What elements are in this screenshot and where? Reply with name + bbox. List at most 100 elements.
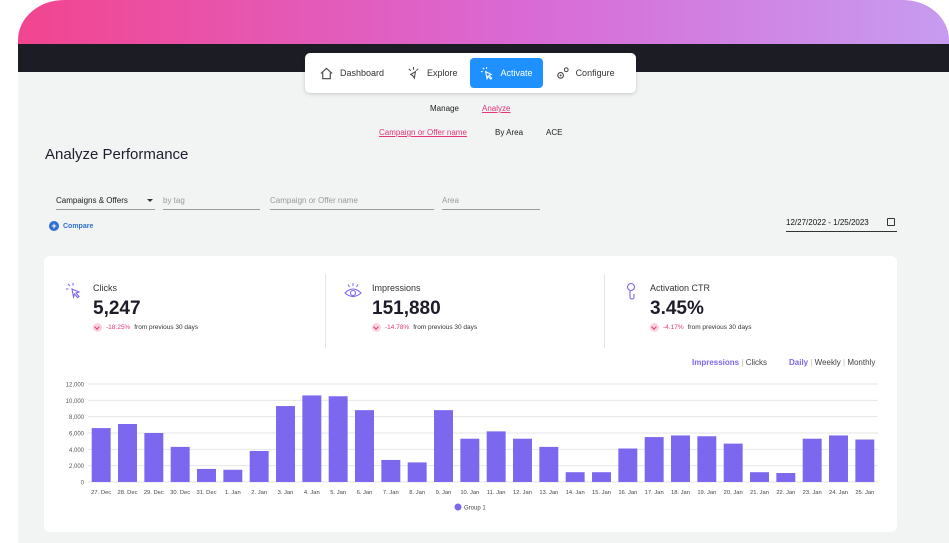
compare-button[interactable]: + Compare: [49, 221, 93, 231]
tab-by-area[interactable]: By Area: [495, 128, 524, 137]
toggle-clicks[interactable]: Clicks: [745, 358, 768, 367]
x-tick-label: 30. Dec: [170, 490, 190, 496]
area-input-placeholder: Area: [442, 196, 459, 205]
x-tick-label: 6. Jan: [357, 490, 373, 496]
x-tick-label: 11. Jan: [487, 490, 506, 496]
date-range-picker[interactable]: 12/27/2022 - 1/25/2023: [786, 216, 897, 232]
kpi-clicks-delta-suffix: from previous 30 days: [134, 324, 199, 331]
trend-down-icon: [650, 323, 659, 332]
x-tick-label: 13. Jan: [539, 490, 558, 496]
y-tick-label: 4,000: [69, 448, 85, 454]
type-dropdown[interactable]: Campaigns & Offers: [56, 194, 155, 210]
trend-down-icon: [93, 323, 102, 332]
bar: [407, 462, 427, 482]
kpi-divider: [325, 274, 326, 348]
bar: [381, 459, 401, 482]
y-tick-label: 2,000: [69, 464, 85, 470]
x-tick-label: 19. Jan: [697, 490, 716, 496]
x-tick-label: 9. Jan: [436, 490, 452, 496]
chevron-down-icon: [147, 199, 153, 202]
bar: [802, 438, 822, 482]
x-tick-label: 12. Jan: [513, 490, 532, 496]
ctr-icon: [626, 282, 636, 300]
x-tick-label: 16. Jan: [618, 490, 637, 496]
page-title: Analyze Performance: [45, 146, 189, 163]
click-icon: [66, 283, 81, 300]
bar: [276, 406, 295, 482]
tab-ace[interactable]: ACE: [546, 128, 563, 137]
bar: [539, 446, 559, 482]
y-tick-label: 8,000: [69, 415, 85, 421]
y-tick-label: 10,000: [66, 399, 85, 405]
x-tick-label: 1. Jan: [225, 490, 241, 496]
activate-icon: [480, 66, 493, 80]
period-toggle: Daily | Weekly | Monthly: [789, 358, 875, 367]
campaign-name-input[interactable]: Campaign or Offer name: [270, 194, 434, 210]
y-tick-label: 12,000: [66, 383, 85, 389]
toggle-daily[interactable]: Daily: [789, 358, 809, 367]
bar: [697, 436, 717, 482]
kpi-impressions-delta: -14.78% from previous 30 days: [372, 323, 477, 332]
kpi-ctr-value: 3.45%: [650, 298, 704, 319]
bar: [750, 472, 769, 482]
legend-swatch: [454, 503, 462, 511]
area-input[interactable]: Area: [442, 194, 540, 210]
nav-dashboard[interactable]: Dashboard: [309, 58, 394, 88]
bar: [513, 438, 532, 482]
x-tick-label: 28. Dec: [118, 490, 138, 496]
bar: [302, 395, 322, 482]
bar: [118, 424, 137, 482]
kpi-clicks-delta: -18.25% from previous 30 days: [93, 323, 198, 332]
nav-explore[interactable]: Explore: [396, 58, 468, 88]
kpi-ctr-delta-pct: -4.17%: [663, 324, 684, 331]
kpi-clicks-label: Clicks: [93, 283, 117, 293]
x-tick-label: 8. Jan: [409, 490, 425, 496]
subnav-analyze[interactable]: Analyze: [482, 104, 511, 113]
x-tick-label: 24. Jan: [829, 490, 848, 496]
bar: [592, 472, 611, 482]
gear-icon: [556, 66, 569, 79]
nav-explore-label: Explore: [427, 68, 458, 78]
bar: [144, 433, 164, 482]
compare-label: Compare: [63, 222, 94, 230]
kpi-ctr-delta-suffix: from previous 30 days: [687, 324, 752, 331]
tag-input[interactable]: by tag: [163, 194, 260, 210]
tab-campaign[interactable]: Campaign or Offer name: [379, 128, 467, 137]
main-nav: Dashboard Explore Activate Configure: [305, 53, 636, 93]
bar: [776, 473, 796, 482]
kpi-impressions-label: Impressions: [372, 283, 421, 293]
performance-card: [44, 256, 897, 532]
x-tick-label: 23. Jan: [803, 490, 822, 496]
x-tick-label: 25. Jan: [855, 490, 874, 496]
kpi-impressions-delta-suffix: from previous 30 days: [413, 324, 478, 331]
bar: [829, 435, 848, 482]
bar: [618, 448, 638, 482]
x-tick-label: 15. Jan: [592, 490, 611, 496]
kpi-impressions-value: 151,880: [372, 298, 441, 319]
bar: [565, 472, 585, 482]
bar: [91, 428, 111, 482]
nav-activate[interactable]: Activate: [469, 58, 543, 88]
type-dropdown-value: Campaigns & Offers: [56, 196, 128, 205]
kpi-impressions-delta-pct: -14.78%: [385, 324, 410, 331]
bar: [723, 443, 743, 482]
x-tick-label: 20. Jan: [724, 490, 743, 496]
metric-toggle: Impressions | Clicks: [692, 358, 767, 367]
kpi-ctr-label: Activation CTR: [650, 283, 711, 293]
x-tick-label: 3. Jan: [278, 490, 294, 496]
explore-icon: [408, 66, 419, 80]
nav-configure[interactable]: Configure: [545, 58, 625, 88]
toggle-weekly[interactable]: Weekly: [814, 358, 841, 367]
subnav-manage[interactable]: Manage: [430, 104, 459, 113]
bar: [197, 468, 216, 482]
bar: [644, 437, 664, 482]
bar: [486, 431, 506, 482]
bar: [355, 410, 374, 482]
x-tick-label: 22. Jan: [776, 490, 795, 496]
x-tick-label: 2. Jan: [251, 490, 267, 496]
x-tick-label: 14. Jan: [566, 490, 585, 496]
toggle-monthly[interactable]: Monthly: [847, 358, 876, 367]
x-tick-label: 31. Dec: [197, 490, 217, 496]
toggle-impressions[interactable]: Impressions: [692, 358, 740, 367]
x-tick-label: 17. Jan: [645, 490, 664, 496]
